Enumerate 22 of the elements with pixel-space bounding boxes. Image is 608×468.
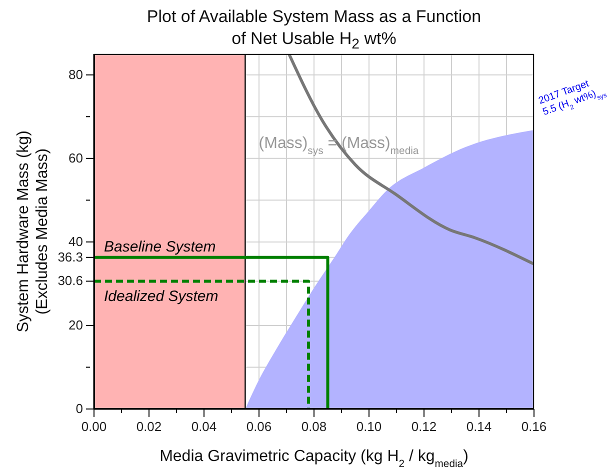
annotation: Baseline System: [104, 238, 216, 256]
chart-title: Plot of Available System Mass as a Function of Net Usable H$_{2}$ wt%: [146, 6, 482, 54]
y-tick-label: 36.3: [58, 249, 83, 264]
y-tick-label: 40: [68, 234, 83, 249]
annotation: (Mass)$_{sys}$ = (Mass)$_{media}$: [258, 134, 419, 156]
x-tick-label: 0.06: [246, 419, 272, 434]
x-tick-label: 0.14: [466, 419, 492, 434]
x-tick-label: 0.00: [81, 419, 107, 434]
x-tick-label: 0.16: [521, 419, 547, 434]
x-tick-label: 0.08: [301, 419, 327, 434]
annotation: Idealized System: [104, 288, 218, 306]
y-tick-label: 30.6: [58, 273, 83, 288]
x-tick-label: 0.12: [411, 419, 437, 434]
y-axis-title: System Hardware Mass (kg) (Excludes Media Mass): [15, 130, 51, 332]
y-tick-label: 80: [68, 66, 83, 82]
x-tick-label: 0.04: [191, 419, 217, 434]
y-tick-label: 0: [76, 401, 83, 416]
x-axis-title: Media Gravimetric Capacity (kg H$_{2}$ / kg$_{media}$): [160, 448, 468, 468]
y-tick-label: 60: [68, 150, 83, 166]
x-tick-label: 0.10: [356, 419, 382, 434]
x-tick-label: 0.02: [136, 419, 162, 434]
y-tick-label: 20: [68, 317, 83, 332]
